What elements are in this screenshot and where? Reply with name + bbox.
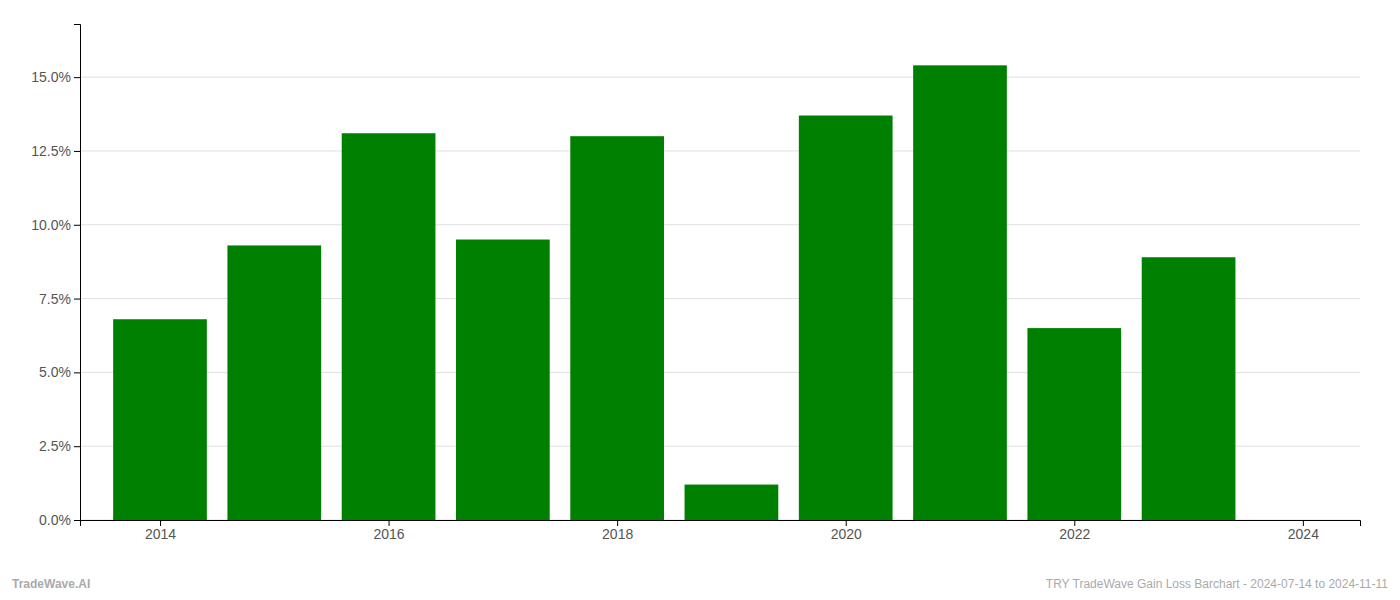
y-tick-label: 0.0% bbox=[39, 512, 71, 528]
chart: 2014 2016 2018 2020 2022 2024 0.0% 2.5% 5.0% 7.5%… bbox=[0, 0, 1400, 600]
x-tick-label: 2020 bbox=[831, 526, 862, 542]
y-tick: 0.0% bbox=[39, 512, 80, 528]
y-tick: 12.5% bbox=[31, 143, 80, 159]
footer: TradeWave.AI TRY TradeWave Gain Loss Barc… bbox=[12, 577, 1388, 591]
y-tick-mark bbox=[74, 225, 80, 226]
x-tick: 2018 bbox=[602, 520, 633, 542]
x-tick: 2022 bbox=[1059, 520, 1090, 542]
y-tick: 5.0% bbox=[39, 364, 80, 380]
y-tick-label: 12.5% bbox=[31, 143, 71, 159]
y-axis: 0.0% 2.5% 5.0% 7.5% 10.0% 12.5% 15.0% bbox=[31, 25, 80, 528]
bars bbox=[113, 65, 1235, 520]
x-tick: 2024 bbox=[1288, 520, 1319, 542]
grid bbox=[80, 77, 1360, 520]
plot-area: 2014 2016 2018 2020 2022 2024 0.0% 2.5% 5.0% 7.5%… bbox=[31, 25, 1360, 542]
y-tick-mark bbox=[74, 446, 80, 447]
x-tick: 2020 bbox=[831, 520, 862, 542]
bar bbox=[570, 136, 664, 520]
y-tick-label: 10.0% bbox=[31, 217, 71, 233]
grid-line bbox=[80, 77, 1360, 78]
y-tick-label: 15.0% bbox=[31, 69, 71, 85]
bar bbox=[1027, 328, 1121, 520]
y-tick-mark bbox=[74, 372, 80, 373]
y-tick: 2.5% bbox=[39, 438, 80, 454]
grid-line bbox=[80, 224, 1360, 225]
y-tick-label: 2.5% bbox=[39, 438, 71, 454]
y-tick-label: 5.0% bbox=[39, 364, 71, 380]
y-tick: 15.0% bbox=[31, 69, 80, 85]
bar bbox=[342, 133, 436, 520]
x-tick-label: 2014 bbox=[145, 526, 176, 542]
bar bbox=[913, 65, 1007, 520]
y-tick: 10.0% bbox=[31, 217, 80, 233]
x-tick-label: 2024 bbox=[1288, 526, 1319, 542]
x-tick-label: 2018 bbox=[602, 526, 633, 542]
x-tick-label: 2016 bbox=[373, 526, 404, 542]
bar bbox=[799, 116, 893, 520]
y-tick-label: 7.5% bbox=[39, 291, 71, 307]
x-axis: 2014 2016 2018 2020 2022 2024 bbox=[81, 520, 1361, 542]
x-tick: 2014 bbox=[145, 520, 176, 542]
bar bbox=[1142, 257, 1236, 520]
x-tick: 2016 bbox=[373, 520, 404, 542]
y-tick-mark bbox=[74, 520, 80, 521]
bar bbox=[456, 240, 550, 520]
y-tick-mark bbox=[74, 299, 80, 300]
x-tick-label: 2022 bbox=[1059, 526, 1090, 542]
footer-left: TradeWave.AI bbox=[12, 577, 90, 591]
bar bbox=[227, 245, 321, 520]
grid-line bbox=[80, 150, 1360, 151]
bar bbox=[113, 319, 207, 520]
y-tick-mark bbox=[74, 151, 80, 152]
y-tick-mark bbox=[74, 77, 80, 78]
y-axis-line bbox=[74, 25, 81, 521]
bar bbox=[685, 485, 779, 520]
footer-right: TRY TradeWave Gain Loss Barchart - 2024-… bbox=[1046, 577, 1389, 591]
x-axis-line bbox=[81, 521, 1361, 527]
y-tick: 7.5% bbox=[39, 291, 80, 307]
